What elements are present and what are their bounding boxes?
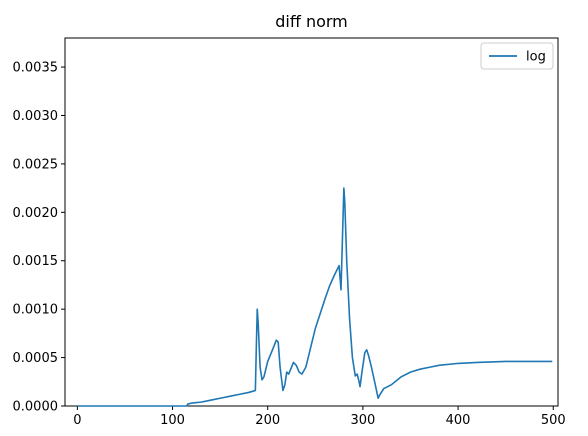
series-layer	[77, 187, 553, 407]
y-tick-label: 0.0020	[13, 206, 59, 221]
y-tick-label: 0.0025	[13, 157, 59, 172]
x-tick-label: 300	[350, 413, 375, 428]
x-tick-label: 100	[160, 413, 185, 428]
plot-frame	[64, 37, 559, 407]
y-tick-label: 0.0035	[13, 61, 59, 76]
x-tick-label: 500	[541, 413, 566, 428]
plot-area	[64, 37, 559, 407]
y-tick-label: 0.0030	[13, 109, 59, 124]
legend-label: log	[526, 50, 546, 65]
y-tick-label: 0.0000	[13, 400, 59, 415]
series-line-log	[77, 187, 553, 407]
x-tick-label: 400	[446, 413, 471, 428]
plot-background	[65, 38, 558, 406]
y-tick-label: 0.0010	[13, 303, 59, 318]
y-tick-label: 0.0015	[13, 254, 59, 269]
chart-title: diff norm	[275, 12, 348, 31]
x-tick-label: 0	[73, 413, 81, 428]
x-tick-label: 200	[255, 413, 280, 428]
y-tick-label: 0.0005	[13, 351, 59, 366]
y-axis: 0.0000 0.0005 0.0010 0.0015 0.0020 0.0025 0.00…	[13, 61, 65, 415]
legend: log	[480, 42, 554, 70]
x-axis: 0 100 200 300 400 500	[73, 406, 566, 428]
